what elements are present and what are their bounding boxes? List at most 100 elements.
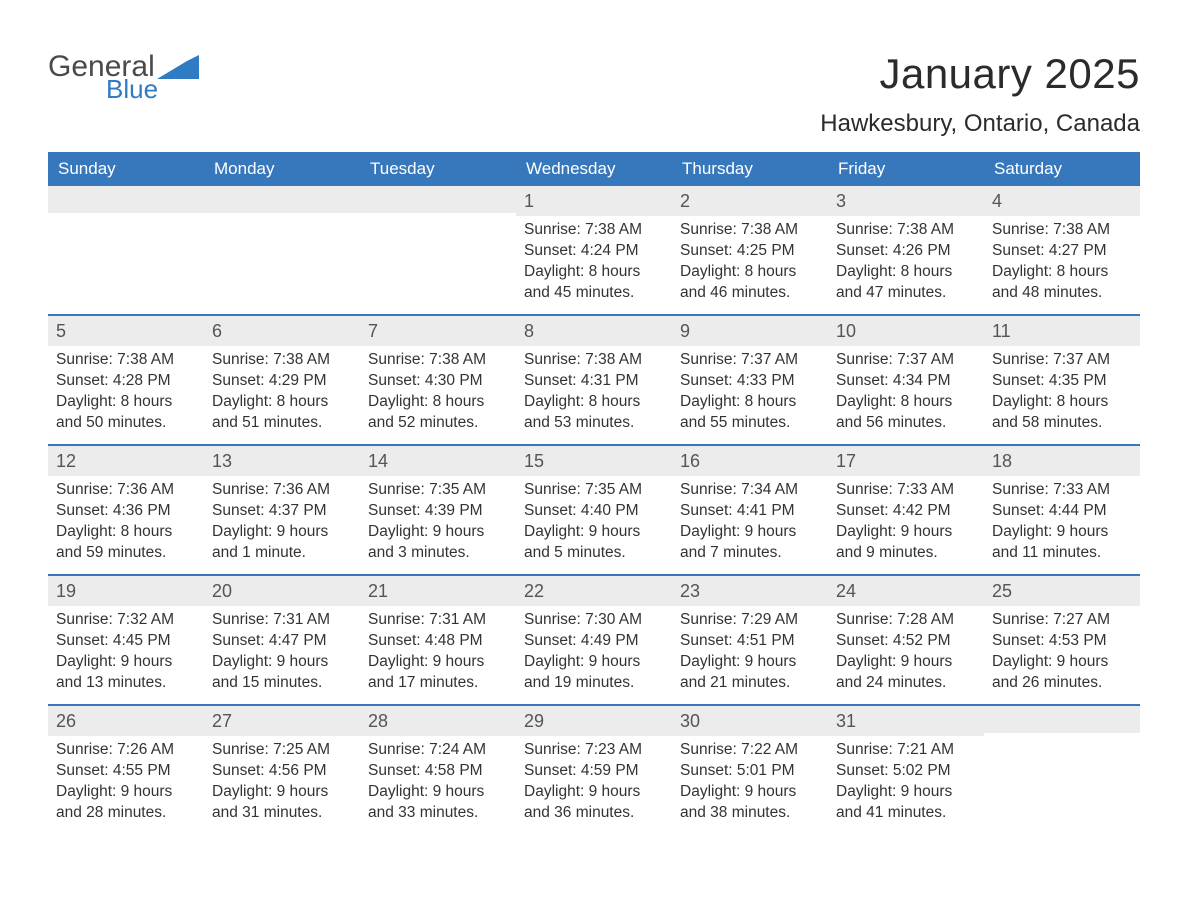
- day-daylight1: Daylight: 9 hours: [212, 522, 352, 543]
- day-daylight2: and 41 minutes.: [836, 803, 976, 824]
- empty-day-strip: [48, 186, 204, 213]
- day-daylight2: and 36 minutes.: [524, 803, 664, 824]
- day-cell: 30Sunrise: 7:22 AMSunset: 5:01 PMDayligh…: [672, 706, 828, 834]
- day-number: 23: [672, 576, 828, 606]
- day-daylight2: and 28 minutes.: [56, 803, 196, 824]
- day-number: 19: [48, 576, 204, 606]
- day-sunrise: Sunrise: 7:35 AM: [524, 480, 664, 501]
- day-sunset: Sunset: 4:35 PM: [992, 371, 1132, 392]
- day-body: Sunrise: 7:24 AMSunset: 4:58 PMDaylight:…: [360, 736, 516, 832]
- day-number: 14: [360, 446, 516, 476]
- day-daylight2: and 45 minutes.: [524, 283, 664, 304]
- day-body: Sunrise: 7:36 AMSunset: 4:37 PMDaylight:…: [204, 476, 360, 572]
- day-daylight1: Daylight: 8 hours: [56, 522, 196, 543]
- day-sunset: Sunset: 4:30 PM: [368, 371, 508, 392]
- day-daylight1: Daylight: 9 hours: [212, 782, 352, 803]
- day-sunrise: Sunrise: 7:23 AM: [524, 740, 664, 761]
- day-daylight1: Daylight: 8 hours: [992, 392, 1132, 413]
- day-sunrise: Sunrise: 7:21 AM: [836, 740, 976, 761]
- day-number: 18: [984, 446, 1140, 476]
- day-daylight1: Daylight: 9 hours: [836, 652, 976, 673]
- day-number: 28: [360, 706, 516, 736]
- day-daylight1: Daylight: 8 hours: [212, 392, 352, 413]
- day-daylight2: and 58 minutes.: [992, 413, 1132, 434]
- day-sunset: Sunset: 4:56 PM: [212, 761, 352, 782]
- day-cell: 2Sunrise: 7:38 AMSunset: 4:25 PMDaylight…: [672, 186, 828, 314]
- weekday-header-row: Sunday Monday Tuesday Wednesday Thursday…: [48, 152, 1140, 186]
- day-sunrise: Sunrise: 7:38 AM: [680, 220, 820, 241]
- day-daylight1: Daylight: 8 hours: [836, 262, 976, 283]
- day-sunset: Sunset: 4:36 PM: [56, 501, 196, 522]
- day-cell: 28Sunrise: 7:24 AMSunset: 4:58 PMDayligh…: [360, 706, 516, 834]
- day-body: Sunrise: 7:38 AMSunset: 4:26 PMDaylight:…: [828, 216, 984, 312]
- day-body: Sunrise: 7:38 AMSunset: 4:30 PMDaylight:…: [360, 346, 516, 442]
- weekday-friday: Friday: [828, 152, 984, 186]
- day-daylight2: and 46 minutes.: [680, 283, 820, 304]
- day-number: 20: [204, 576, 360, 606]
- weekday-saturday: Saturday: [984, 152, 1140, 186]
- day-cell: 24Sunrise: 7:28 AMSunset: 4:52 PMDayligh…: [828, 576, 984, 704]
- day-number: 17: [828, 446, 984, 476]
- day-cell: 9Sunrise: 7:37 AMSunset: 4:33 PMDaylight…: [672, 316, 828, 444]
- day-daylight2: and 17 minutes.: [368, 673, 508, 694]
- day-sunset: Sunset: 5:02 PM: [836, 761, 976, 782]
- day-daylight2: and 55 minutes.: [680, 413, 820, 434]
- day-body: Sunrise: 7:37 AMSunset: 4:34 PMDaylight:…: [828, 346, 984, 442]
- day-cell: 12Sunrise: 7:36 AMSunset: 4:36 PMDayligh…: [48, 446, 204, 574]
- day-number: 3: [828, 186, 984, 216]
- day-sunrise: Sunrise: 7:37 AM: [992, 350, 1132, 371]
- page-title: January 2025: [820, 50, 1140, 98]
- day-daylight2: and 19 minutes.: [524, 673, 664, 694]
- day-sunrise: Sunrise: 7:38 AM: [212, 350, 352, 371]
- day-sunset: Sunset: 4:58 PM: [368, 761, 508, 782]
- day-sunrise: Sunrise: 7:32 AM: [56, 610, 196, 631]
- day-number: 13: [204, 446, 360, 476]
- day-sunrise: Sunrise: 7:25 AM: [212, 740, 352, 761]
- day-number: 4: [984, 186, 1140, 216]
- day-cell: 10Sunrise: 7:37 AMSunset: 4:34 PMDayligh…: [828, 316, 984, 444]
- day-sunset: Sunset: 4:33 PM: [680, 371, 820, 392]
- day-sunset: Sunset: 4:25 PM: [680, 241, 820, 262]
- empty-day-strip: [984, 706, 1140, 733]
- day-sunset: Sunset: 4:34 PM: [836, 371, 976, 392]
- weekday-sunday: Sunday: [48, 152, 204, 186]
- day-sunrise: Sunrise: 7:38 AM: [836, 220, 976, 241]
- day-sunrise: Sunrise: 7:37 AM: [836, 350, 976, 371]
- day-daylight2: and 38 minutes.: [680, 803, 820, 824]
- day-body: Sunrise: 7:31 AMSunset: 4:48 PMDaylight:…: [360, 606, 516, 702]
- day-sunset: Sunset: 4:40 PM: [524, 501, 664, 522]
- day-sunrise: Sunrise: 7:24 AM: [368, 740, 508, 761]
- day-cell: 26Sunrise: 7:26 AMSunset: 4:55 PMDayligh…: [48, 706, 204, 834]
- day-daylight1: Daylight: 9 hours: [368, 522, 508, 543]
- day-cell: 15Sunrise: 7:35 AMSunset: 4:40 PMDayligh…: [516, 446, 672, 574]
- day-body: Sunrise: 7:38 AMSunset: 4:25 PMDaylight:…: [672, 216, 828, 312]
- day-sunrise: Sunrise: 7:38 AM: [368, 350, 508, 371]
- day-daylight1: Daylight: 8 hours: [368, 392, 508, 413]
- day-number: 24: [828, 576, 984, 606]
- day-daylight2: and 13 minutes.: [56, 673, 196, 694]
- day-daylight1: Daylight: 9 hours: [680, 522, 820, 543]
- day-body: Sunrise: 7:25 AMSunset: 4:56 PMDaylight:…: [204, 736, 360, 832]
- day-cell: [204, 186, 360, 314]
- day-cell: 16Sunrise: 7:34 AMSunset: 4:41 PMDayligh…: [672, 446, 828, 574]
- day-daylight2: and 51 minutes.: [212, 413, 352, 434]
- day-body: Sunrise: 7:38 AMSunset: 4:31 PMDaylight:…: [516, 346, 672, 442]
- day-daylight2: and 7 minutes.: [680, 543, 820, 564]
- day-sunset: Sunset: 4:31 PM: [524, 371, 664, 392]
- day-number: 22: [516, 576, 672, 606]
- day-sunset: Sunset: 4:51 PM: [680, 631, 820, 652]
- day-cell: 3Sunrise: 7:38 AMSunset: 4:26 PMDaylight…: [828, 186, 984, 314]
- logo-word2: Blue: [106, 74, 199, 105]
- day-cell: [360, 186, 516, 314]
- day-cell: 14Sunrise: 7:35 AMSunset: 4:39 PMDayligh…: [360, 446, 516, 574]
- calendar: Sunday Monday Tuesday Wednesday Thursday…: [48, 152, 1140, 834]
- day-cell: [48, 186, 204, 314]
- day-sunset: Sunset: 4:26 PM: [836, 241, 976, 262]
- day-body: Sunrise: 7:28 AMSunset: 4:52 PMDaylight:…: [828, 606, 984, 702]
- day-sunset: Sunset: 4:49 PM: [524, 631, 664, 652]
- weekday-wednesday: Wednesday: [516, 152, 672, 186]
- day-sunset: Sunset: 4:44 PM: [992, 501, 1132, 522]
- day-cell: 18Sunrise: 7:33 AMSunset: 4:44 PMDayligh…: [984, 446, 1140, 574]
- day-sunrise: Sunrise: 7:38 AM: [992, 220, 1132, 241]
- day-body: Sunrise: 7:21 AMSunset: 5:02 PMDaylight:…: [828, 736, 984, 832]
